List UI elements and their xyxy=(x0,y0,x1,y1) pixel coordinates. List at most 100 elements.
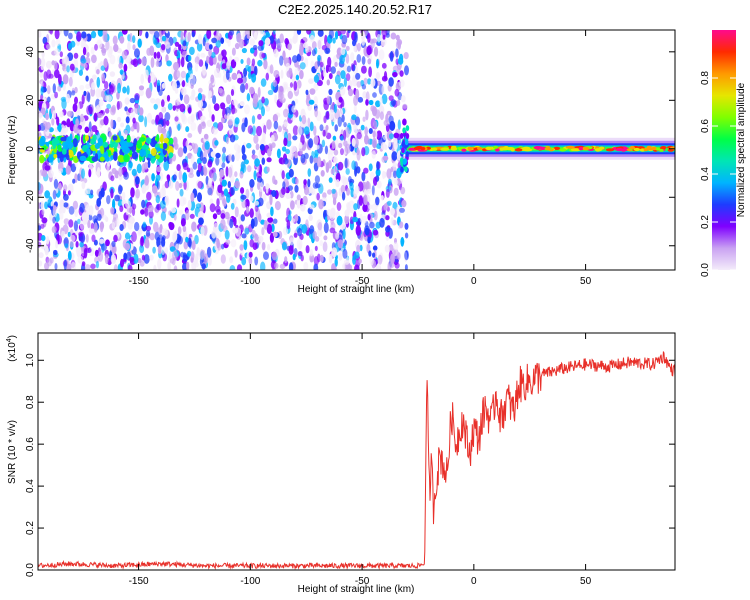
y-tick-label: 0.0 xyxy=(25,563,36,577)
spectrogram-cell xyxy=(64,243,69,249)
spectrogram-cell xyxy=(59,211,64,220)
spectrogram-cell xyxy=(582,147,590,151)
spectrogram-cell xyxy=(187,31,191,42)
spectrogram-cell xyxy=(343,129,347,141)
spectrogram-cell xyxy=(388,244,394,252)
spectrogram-cell xyxy=(173,213,177,221)
spectrogram-cell xyxy=(309,249,314,257)
spectrogram-cell xyxy=(342,248,348,259)
spectrogram-cell xyxy=(91,234,96,243)
spectrogram-cell xyxy=(352,216,359,223)
spectrogram-cell xyxy=(328,30,334,39)
spectrogram-cell xyxy=(73,220,78,232)
spectrogram-cell xyxy=(145,31,149,39)
spectrogram-cell xyxy=(153,30,160,40)
spectrogram-cell xyxy=(231,47,236,56)
spectrogram-cell xyxy=(373,120,378,129)
spectrogram-cell xyxy=(48,73,54,79)
spectrogram-cell xyxy=(347,30,351,34)
spectrogram-cell xyxy=(216,209,222,215)
spectrogram-cell xyxy=(533,146,543,150)
spectrogram-cell xyxy=(231,72,238,80)
spectrogram-cell xyxy=(252,93,259,104)
spectrogram-cell xyxy=(69,63,75,71)
spectrogram-cell xyxy=(155,195,160,204)
spectrogram-cell xyxy=(276,148,281,159)
spectrogram-cell xyxy=(282,50,286,61)
spectrogram-cell xyxy=(274,262,279,269)
spectrogram-cell xyxy=(38,138,46,147)
spectrogram-cell xyxy=(110,107,116,116)
spectrogram-cell xyxy=(233,217,237,227)
spectrogram-cell xyxy=(178,169,182,181)
spectrogram-panel: -150 -100 -50 0 50 -40 -20 0 20 40 Height of str… xyxy=(7,29,676,295)
spectrogram-cell xyxy=(256,171,263,179)
spectrogram-cell xyxy=(46,236,50,245)
spectrogram-cell xyxy=(118,185,123,192)
spectrogram-cell xyxy=(113,43,119,53)
spectrogram-cell xyxy=(327,152,334,162)
spectrogram-cell xyxy=(119,69,124,75)
spectrogram-cell xyxy=(198,217,204,225)
spectrogram-cell xyxy=(208,90,213,98)
spectrogram-cell xyxy=(362,91,367,99)
spectrogram-cell xyxy=(70,40,76,48)
x-tick-label: 50 xyxy=(580,276,592,287)
spectrogram-cell xyxy=(226,94,232,105)
spectrogram-cell xyxy=(400,166,404,173)
spectrogram-cell xyxy=(333,165,338,177)
spectrogram-cell xyxy=(401,147,405,154)
spectrogram-cell xyxy=(97,112,104,119)
spectrogram-cell xyxy=(322,69,327,78)
spectrogram-cell xyxy=(227,154,232,162)
spectrogram-cell xyxy=(66,110,73,117)
spectrogram-cell xyxy=(633,147,641,152)
spectrogram-cell xyxy=(292,55,298,63)
spectrogram-cell xyxy=(307,117,311,128)
spectrogram-cell xyxy=(261,227,265,236)
spectrogram-cell xyxy=(313,263,319,270)
spectrogram-cell xyxy=(183,180,187,190)
spectrogram-cell xyxy=(281,146,287,152)
spectrogram-cell xyxy=(147,160,151,169)
spectrogram-cell xyxy=(340,30,346,35)
spectrogram-cell xyxy=(357,96,364,103)
spectrogram-cell xyxy=(263,186,267,192)
spectrogram-cell xyxy=(172,250,178,261)
spectrogram-cell xyxy=(113,151,118,162)
spectrogram-cell xyxy=(202,164,207,175)
spectrogram-cell xyxy=(135,176,140,185)
spectrogram-cell xyxy=(356,147,360,156)
spectrogram-cell xyxy=(149,254,154,261)
spectrogram-cell xyxy=(248,257,253,265)
y-tick-label: 20 xyxy=(25,94,36,106)
spectrogram-cell xyxy=(361,84,367,90)
spectrogram-cell xyxy=(192,161,198,170)
spectrogram-cell xyxy=(334,124,339,132)
spectrogram-cell xyxy=(227,120,233,126)
spectrogram-cell xyxy=(319,240,324,247)
spectrogram-cell xyxy=(227,166,233,178)
spectrogram-cell xyxy=(90,30,97,39)
spectrogram-cell xyxy=(332,37,336,44)
spectrogram-cell xyxy=(339,86,346,96)
spectrogram-cell xyxy=(345,45,350,52)
spectrogram-cell xyxy=(54,91,58,99)
spectrogram-cell xyxy=(161,235,166,241)
spectrogram-cell xyxy=(66,263,72,270)
snr-plot-area xyxy=(38,351,675,570)
spectrogram-cell xyxy=(366,45,372,56)
spectrogram-cell xyxy=(185,209,190,221)
spectrogram-cell xyxy=(131,207,136,217)
spectrogram-cell xyxy=(81,181,86,190)
spectrogram-cell xyxy=(129,256,135,263)
spectrogram-cell xyxy=(164,41,171,49)
spectrogram-cell xyxy=(271,142,276,149)
spectrogram-cell xyxy=(250,218,255,229)
spectrogram-cell xyxy=(130,187,135,198)
spectrogram-cell xyxy=(106,195,111,205)
spectrogram-cell xyxy=(369,221,375,229)
spectrogram-cell xyxy=(52,83,56,94)
spectrogram-cell xyxy=(115,217,120,227)
spectrogram-cell xyxy=(208,44,213,50)
